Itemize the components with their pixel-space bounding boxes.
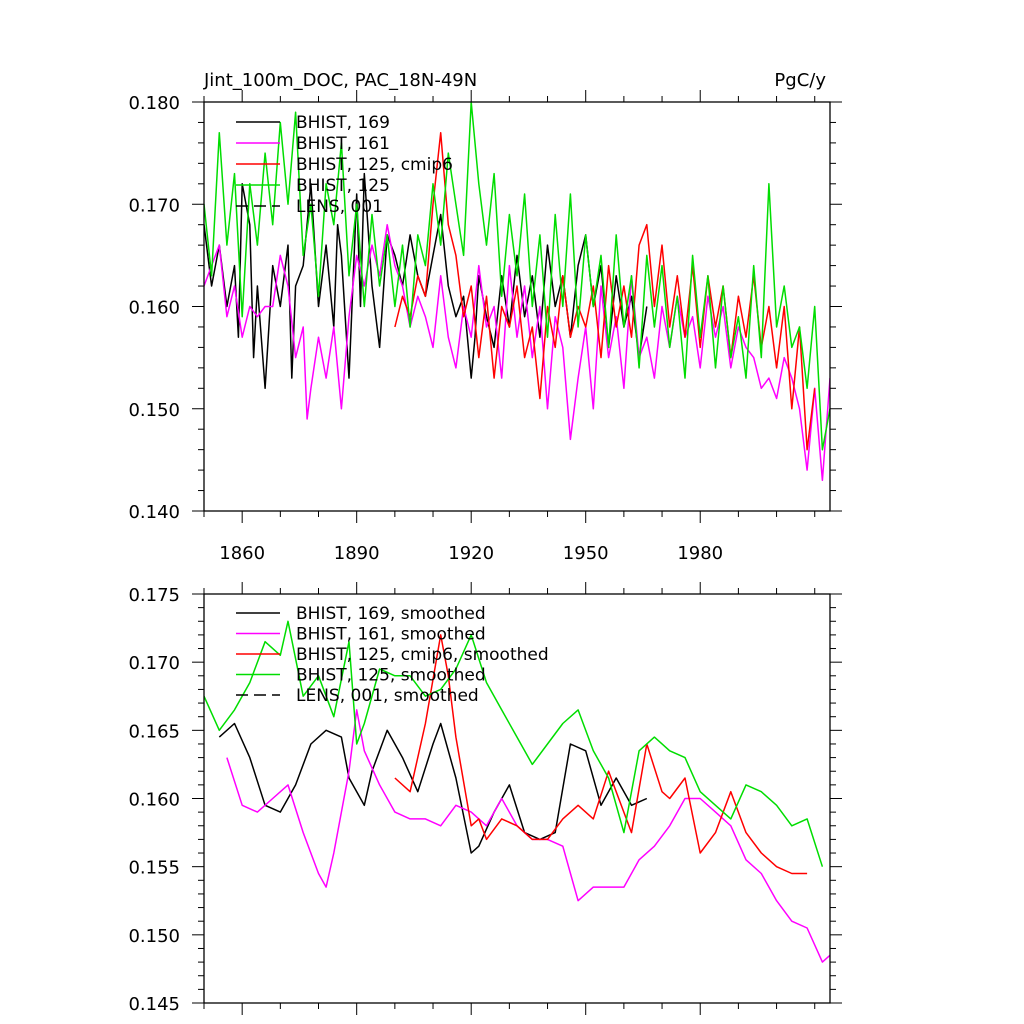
y-tick-label: 0.165 — [128, 721, 180, 742]
series-line — [218, 722, 648, 854]
y-tick-label: 0.150 — [128, 400, 180, 421]
legend-label: BHIST, 161, smoothed — [296, 625, 486, 645]
plot-area — [204, 102, 830, 482]
legend-label: BHIST, 169 — [296, 113, 390, 133]
top-panel: Jint_100m_DOC, PAC_18N-49N PgC/y 0.140 0.15… — [128, 70, 842, 564]
y-tick-label: 0.145 — [128, 994, 180, 1015]
legend-label: BHIST, 125, cmip6 — [296, 155, 453, 175]
y-tick-label: 0.180 — [128, 93, 180, 114]
series-line — [394, 131, 816, 451]
x-tick-label: 1890 — [334, 543, 380, 564]
series-line — [204, 620, 824, 867]
y-tick-label: 0.170 — [128, 653, 180, 674]
plot-area — [204, 620, 830, 963]
legend-label: BHIST, 161 — [296, 134, 390, 154]
series-line — [394, 634, 808, 875]
x-tick-label: 1860 — [219, 543, 265, 564]
legend-label: BHIST, 125, cmip6, smoothed — [296, 645, 549, 665]
y-tick-label: 0.150 — [128, 926, 180, 947]
y-tick-label: 0.160 — [128, 790, 180, 811]
series-line — [204, 223, 830, 482]
legend-label: BHIST, 169, smoothed — [296, 604, 486, 624]
legend-label: BHIST, 125, smoothed — [296, 666, 486, 686]
x-tick-label: 1920 — [448, 543, 494, 564]
legend-label: BHIST, 125 — [296, 176, 390, 196]
series-line — [204, 102, 830, 451]
y-tick-label: 0.175 — [128, 585, 180, 606]
y-tick-label: 0.140 — [128, 502, 180, 523]
legend-label: LENS, 001 — [296, 197, 383, 217]
legend-label: LENS, 001, smoothed — [296, 686, 479, 706]
chart-title: Jint_100m_DOC, PAC_18N-49N — [203, 70, 477, 91]
y-tick-label: 0.160 — [128, 298, 180, 319]
x-tick-label: 1950 — [563, 543, 609, 564]
x-tick-label: 1980 — [677, 543, 723, 564]
y-tick-label: 0.155 — [128, 858, 180, 879]
bottom-panel: 0.145 0.150 0.155 0.160 0.165 0.170 0.175 BHIST… — [128, 582, 842, 1015]
units-label: PgC/y — [774, 70, 826, 91]
y-tick-label: 0.170 — [128, 195, 180, 216]
